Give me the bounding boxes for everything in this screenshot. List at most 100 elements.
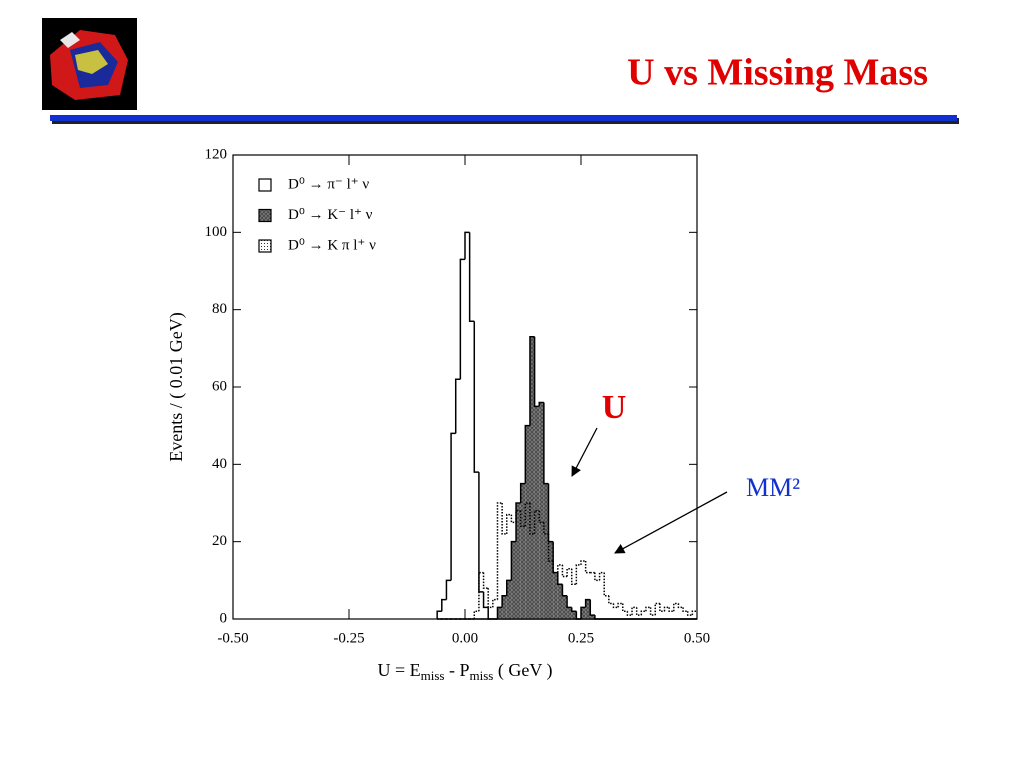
bar-outline [473, 610, 479, 619]
bar [520, 483, 526, 619]
bar-outline [570, 607, 577, 613]
bar-outline [501, 503, 507, 535]
bar-outline [645, 606, 651, 612]
x-tick-label: 0.25 [568, 630, 594, 646]
bar-outline [468, 232, 475, 323]
arrow [571, 427, 598, 477]
bar-outline [487, 588, 493, 609]
bar-outline [566, 595, 572, 609]
legend-swatch [258, 239, 272, 253]
bar-outline [459, 258, 465, 380]
bar-outline [617, 602, 623, 608]
y-tick-label: 40 [212, 456, 227, 472]
x-tick-label: -0.25 [333, 630, 364, 646]
bar [567, 607, 572, 619]
y-tick-label: 80 [212, 301, 227, 317]
bar-outline [506, 579, 512, 596]
legend-label: D⁰ → π⁻ l⁺ ν [288, 176, 369, 192]
bar-outline [515, 509, 521, 523]
bar-outline [552, 541, 558, 574]
bar [511, 541, 517, 619]
legend-label: D⁰ → K⁻ l⁺ ν [288, 207, 373, 223]
bar-outline [473, 321, 479, 473]
x-tick-label: 0.00 [452, 630, 478, 646]
bar-outline [608, 595, 614, 605]
bar-outline [570, 568, 577, 585]
bar [571, 611, 577, 619]
logo [42, 18, 137, 110]
bar-outline [450, 432, 456, 581]
x-axis-label-part: ( GeV ) [493, 660, 552, 681]
x-axis-label-part: - P [444, 660, 469, 680]
bar [553, 572, 558, 619]
plot-frame [232, 154, 698, 620]
bar-outline [445, 579, 452, 600]
y-tick-label: 0 [220, 610, 228, 626]
bar-outline [436, 610, 442, 619]
bar-outline [482, 591, 489, 609]
bar [506, 580, 512, 619]
bar-outline [622, 603, 628, 613]
y-tick-label: 120 [205, 146, 228, 162]
bar-outline [561, 564, 568, 578]
bar-outline [496, 606, 503, 619]
legend-label: D⁰ → K π l⁺ ν [288, 237, 376, 253]
bar-outline [529, 503, 535, 535]
bar-outline [464, 231, 470, 260]
bar-outline [612, 603, 619, 609]
bar-outline [561, 584, 568, 597]
y-tick-label: 20 [212, 533, 227, 549]
bar [548, 541, 554, 619]
bar-outline [478, 571, 484, 612]
slide-title: U vs Missing Mass [627, 52, 928, 94]
bar-outline [529, 335, 535, 426]
y-tick-label: 60 [212, 378, 227, 394]
x-axis-label-part: miss [421, 668, 445, 683]
bar-outline [538, 401, 544, 407]
bar-outline [580, 560, 586, 565]
bar-outline [510, 540, 517, 581]
x-axis-label-part: U = E [377, 660, 420, 680]
bar [585, 599, 591, 619]
bar [534, 406, 540, 619]
annotation: U [602, 389, 627, 426]
bar-outline [686, 611, 693, 616]
bar-outline [501, 595, 507, 608]
bar-outline [691, 610, 697, 616]
bar-outline [677, 603, 684, 609]
bar-outline [519, 510, 526, 527]
bar-outline [543, 402, 549, 485]
bar-outline [552, 561, 558, 574]
bar-outline [496, 502, 503, 600]
bar-outline [603, 572, 609, 597]
bar [516, 503, 521, 619]
bar-outline [557, 572, 563, 585]
plot: 0 20 40 60 80 100 120 -0.50 -0.25 0.00 0.25 0.50 Eve… [166, 146, 710, 683]
x-axis-label: U = Emiss - Pmiss ( GeV ) [377, 660, 552, 683]
y-tick-label: 100 [205, 224, 228, 240]
bar-outline [454, 378, 461, 434]
bar-outline [589, 599, 595, 616]
bar-outline [515, 502, 521, 542]
bar-outline [575, 564, 581, 585]
bar-outline [547, 533, 554, 562]
bar [502, 595, 507, 619]
bar-outline [519, 482, 526, 503]
arrow [614, 491, 728, 554]
bar-outline [547, 483, 554, 543]
legend-swatch [258, 208, 272, 223]
rule [50, 115, 957, 121]
y-axis-label: Events / ( 0.01 GeV) [166, 312, 187, 461]
bar-outline [487, 607, 493, 620]
bar-outline [584, 598, 591, 608]
bar [525, 425, 530, 619]
bar-outline [543, 522, 549, 535]
bar-outline [524, 424, 530, 484]
bar [543, 483, 549, 619]
bar-outline [506, 513, 512, 534]
bar [529, 336, 535, 619]
bar-outline [640, 610, 646, 616]
bar-outline [682, 607, 688, 613]
bar-outline [482, 572, 489, 589]
